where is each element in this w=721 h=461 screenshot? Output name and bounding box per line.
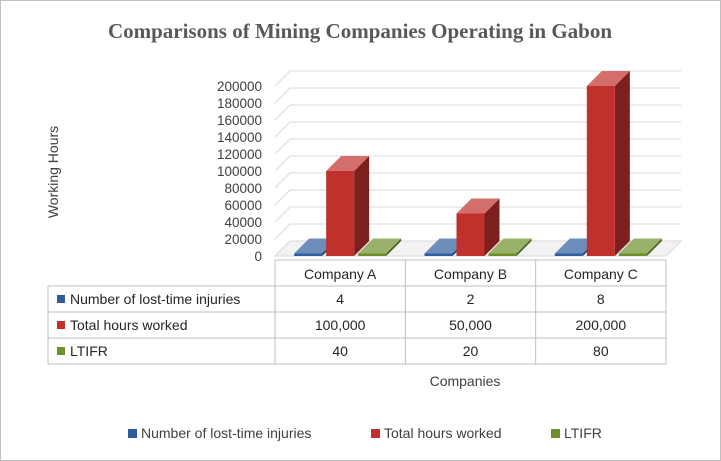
bar-top <box>586 71 630 86</box>
bar <box>456 198 500 256</box>
bar <box>586 71 630 256</box>
gridline <box>274 138 681 155</box>
legend-key <box>57 347 65 355</box>
gridline <box>274 70 681 87</box>
bar-side <box>386 238 402 256</box>
bar-front <box>554 253 583 256</box>
series-name: Number of lost-time injuries <box>70 291 240 307</box>
bar <box>326 156 370 256</box>
series-name: LTIFR <box>70 343 108 359</box>
bar-side <box>516 238 532 256</box>
bar-side <box>614 71 630 256</box>
legend-swatch <box>128 429 137 438</box>
y-tick-label: 100000 <box>217 164 262 179</box>
y-tick-label: 140000 <box>217 130 262 145</box>
bar-front <box>456 213 485 256</box>
data-table-value: 100,000 <box>315 317 366 333</box>
category-label: Company A <box>304 266 377 282</box>
gridline <box>274 189 681 206</box>
data-table-value: 50,000 <box>449 317 492 333</box>
data-table-value: 8 <box>597 291 605 307</box>
category-label: Company B <box>434 266 507 282</box>
bar <box>618 238 662 256</box>
gridline <box>274 223 681 240</box>
data-table-value: 4 <box>336 291 344 307</box>
bar-front <box>586 86 615 256</box>
bar-top <box>618 238 662 254</box>
bar-side <box>354 156 370 256</box>
bar-top <box>488 238 532 254</box>
data-table-value: 2 <box>467 291 475 307</box>
gridline <box>274 87 681 104</box>
bar-front <box>488 253 517 256</box>
legend-entry: Total hours worked <box>384 425 502 441</box>
bar-side <box>646 238 662 256</box>
y-tick-label: 160000 <box>217 113 262 128</box>
x-axis-label: Companies <box>430 373 501 389</box>
category-label: Company C <box>564 266 638 282</box>
legend-key <box>57 295 65 303</box>
data-table-value: 80 <box>593 343 609 359</box>
bar-top <box>358 238 402 254</box>
bar <box>488 238 532 256</box>
data-table-value: 20 <box>463 343 479 359</box>
gridline <box>274 206 681 223</box>
y-tick-label: 120000 <box>217 147 262 162</box>
bar-top <box>326 156 370 171</box>
gridline <box>274 172 681 189</box>
bar-front <box>326 171 355 256</box>
y-tick-label: 40000 <box>224 215 262 230</box>
y-tick-label: 200000 <box>217 79 262 94</box>
legend-entry: LTIFR <box>564 425 602 441</box>
legend-swatch <box>551 429 560 438</box>
gridline <box>274 104 681 121</box>
bar-front <box>424 253 453 256</box>
legend-key <box>57 321 65 329</box>
bar <box>358 238 402 256</box>
y-tick-label: 20000 <box>224 232 262 247</box>
y-tick-label: 60000 <box>224 198 262 213</box>
series-name: Total hours worked <box>70 317 188 333</box>
chart-title: Comparisons of Mining Companies Operatin… <box>108 19 612 43</box>
y-tick-label: 80000 <box>224 181 262 196</box>
data-table-value: 200,000 <box>576 317 627 333</box>
y-tick-label: 180000 <box>217 96 262 111</box>
gridline <box>274 155 681 172</box>
bar-front <box>294 253 323 256</box>
y-axis-label: Working Hours <box>45 126 61 218</box>
bar-front <box>358 253 387 256</box>
bar-side <box>484 198 500 256</box>
data-table-value: 40 <box>332 343 348 359</box>
gridline <box>274 121 681 138</box>
y-tick-label: 0 <box>254 249 262 264</box>
bar-front <box>618 253 647 256</box>
bar-top <box>456 198 500 214</box>
legend-entry: Number of lost-time injuries <box>141 425 311 441</box>
legend-swatch <box>371 429 380 438</box>
